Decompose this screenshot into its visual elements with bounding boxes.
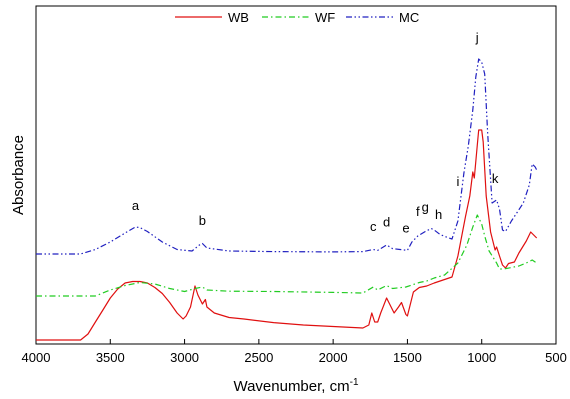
peak-label-g: g bbox=[422, 200, 429, 215]
x-tick-label: 4000 bbox=[22, 350, 51, 365]
legend: WB WF MC bbox=[175, 10, 419, 25]
peak-label-d: d bbox=[383, 215, 390, 230]
series-line-wf bbox=[36, 214, 538, 297]
peak-label-c: c bbox=[370, 219, 377, 234]
x-axis-title: Wavenumber, cm-1 bbox=[233, 377, 358, 395]
peak-label-i: i bbox=[456, 174, 459, 189]
plot-frame bbox=[35, 5, 557, 345]
x-tick-label: 2000 bbox=[319, 350, 348, 365]
x-axis: 4000 3500 3000 2500 2000 1500 1000 500 bbox=[22, 339, 567, 365]
x-tick-label: 1000 bbox=[467, 350, 496, 365]
legend-label-wb: WB bbox=[228, 10, 249, 25]
peak-label-h: h bbox=[435, 207, 442, 222]
peak-label-a: a bbox=[132, 198, 140, 213]
peak-label-e: e bbox=[402, 221, 409, 236]
x-tick-label: 2500 bbox=[244, 350, 273, 365]
peak-label-j: j bbox=[475, 30, 479, 45]
peak-label-b: b bbox=[199, 213, 206, 228]
x-axis-title-superscript: -1 bbox=[350, 377, 359, 388]
series-lines bbox=[36, 58, 538, 341]
y-axis-title: Absorbance bbox=[10, 135, 27, 215]
series-line-mc bbox=[36, 58, 538, 255]
x-tick-label: 3000 bbox=[170, 350, 199, 365]
peak-label-k: k bbox=[492, 171, 499, 186]
peak-annotations: a b c d ef g h i j k bbox=[132, 30, 499, 236]
legend-label-mc: MC bbox=[399, 10, 419, 25]
x-tick-label: 3500 bbox=[96, 350, 125, 365]
x-tick-label: 1500 bbox=[393, 350, 422, 365]
legend-label-wf: WF bbox=[315, 10, 335, 25]
x-tick-label: 500 bbox=[545, 350, 567, 365]
peak-label-f: f bbox=[416, 204, 420, 219]
series-line-wb bbox=[36, 129, 538, 341]
x-axis-title-text: Wavenumber, cm bbox=[233, 378, 349, 395]
